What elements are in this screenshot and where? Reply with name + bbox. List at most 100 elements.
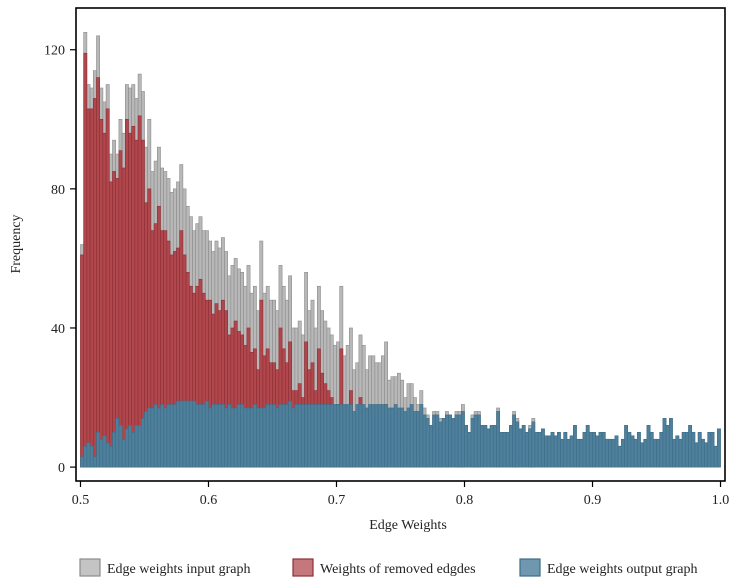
output-bar bbox=[665, 425, 670, 468]
output-bar bbox=[454, 414, 459, 468]
output-bar bbox=[230, 407, 235, 468]
output-bar bbox=[646, 425, 651, 468]
output-bar bbox=[185, 400, 190, 468]
removed-bar bbox=[80, 254, 84, 468]
output-bar bbox=[521, 425, 526, 468]
output-bar bbox=[445, 414, 449, 468]
output-bar bbox=[573, 425, 577, 468]
output-bar bbox=[355, 404, 360, 468]
output-bar bbox=[227, 404, 232, 468]
output-bar bbox=[268, 404, 273, 468]
output-bar bbox=[483, 425, 488, 468]
output-bar bbox=[262, 407, 267, 468]
output-bar bbox=[140, 418, 145, 468]
output-bar bbox=[291, 407, 296, 468]
removed-bar bbox=[92, 98, 97, 468]
x-tick-label: 0.6 bbox=[200, 493, 218, 508]
output-bar bbox=[595, 435, 600, 468]
output-bar bbox=[688, 425, 693, 468]
output-bar bbox=[380, 404, 385, 468]
output-bar bbox=[259, 407, 264, 468]
output-bar bbox=[416, 411, 421, 468]
removed-bar bbox=[118, 150, 123, 468]
output-bar bbox=[691, 432, 696, 468]
output-bar bbox=[611, 438, 616, 468]
removed-bar bbox=[105, 108, 110, 468]
output-bar bbox=[630, 435, 635, 468]
output-bar bbox=[307, 404, 312, 468]
output-bar bbox=[316, 404, 321, 468]
output-bar bbox=[419, 404, 424, 468]
output-bar bbox=[364, 407, 369, 468]
y-tick-label: 80 bbox=[51, 183, 65, 198]
output-bar bbox=[179, 400, 184, 468]
output-bar bbox=[156, 407, 161, 468]
output-bar bbox=[275, 407, 280, 468]
output-bar bbox=[217, 404, 222, 468]
output-bar bbox=[553, 435, 558, 468]
legend-label-output: Edge weights output graph bbox=[547, 562, 697, 577]
plot-frame bbox=[75, 7, 726, 482]
output-bar bbox=[128, 425, 132, 468]
legend-label-input: Edge weights input graph bbox=[107, 562, 250, 577]
legend: Edge weights input graph Weights of remov… bbox=[79, 558, 697, 577]
output-bar bbox=[153, 404, 158, 468]
removed-bar bbox=[83, 52, 88, 468]
output-bar bbox=[272, 404, 276, 468]
output-bar bbox=[246, 407, 251, 468]
output-bar bbox=[150, 407, 155, 468]
output-bar bbox=[137, 425, 142, 468]
x-axis: 0.5 0.6 0.7 0.8 0.9 1.0 bbox=[72, 481, 730, 508]
output-bar bbox=[377, 404, 382, 468]
output-bar bbox=[486, 428, 491, 468]
output-bar bbox=[477, 414, 481, 468]
removed-bar bbox=[86, 108, 91, 468]
output-bar bbox=[541, 428, 545, 468]
output-bar bbox=[653, 438, 657, 468]
output-bar bbox=[243, 407, 248, 468]
output-bar bbox=[496, 411, 501, 468]
removed-bar bbox=[108, 181, 113, 468]
output-bar bbox=[240, 404, 244, 468]
output-bar bbox=[326, 404, 331, 468]
output-bar bbox=[92, 456, 97, 468]
output-bar bbox=[413, 411, 417, 468]
output-bar bbox=[115, 418, 120, 468]
output-bar bbox=[278, 404, 283, 468]
output-bar bbox=[499, 432, 504, 468]
output-bar bbox=[525, 432, 529, 468]
output-bar bbox=[201, 404, 206, 468]
output-bar bbox=[585, 425, 590, 468]
output-bar bbox=[518, 428, 523, 468]
output-bar bbox=[707, 432, 712, 468]
removed-bar bbox=[96, 77, 100, 468]
x-tick-label: 1.0 bbox=[712, 493, 730, 508]
output-bar bbox=[220, 404, 225, 468]
output-bar bbox=[182, 400, 187, 468]
output-bar bbox=[188, 400, 193, 468]
output-bar bbox=[396, 407, 401, 468]
output-bar bbox=[208, 407, 212, 468]
output-bar bbox=[400, 407, 405, 468]
output-bar bbox=[589, 432, 593, 468]
y-tick-label: 0 bbox=[58, 461, 65, 476]
output-bar bbox=[249, 407, 254, 468]
output-bar bbox=[537, 432, 542, 468]
output-bar bbox=[358, 404, 363, 468]
output-bar bbox=[169, 404, 174, 468]
x-tick-label: 0.8 bbox=[456, 493, 474, 508]
removed-bar bbox=[137, 115, 142, 468]
legend-swatch-output bbox=[519, 558, 541, 577]
output-bar bbox=[134, 425, 139, 468]
output-bar bbox=[569, 435, 574, 468]
output-bar bbox=[336, 404, 340, 468]
output-bar bbox=[163, 407, 168, 468]
output-bar bbox=[582, 432, 587, 468]
output-bar bbox=[211, 404, 216, 468]
output-bar bbox=[470, 418, 475, 468]
output-bar bbox=[662, 418, 667, 468]
output-bar bbox=[489, 425, 494, 468]
output-bar bbox=[384, 404, 388, 468]
output-bar bbox=[313, 404, 318, 468]
